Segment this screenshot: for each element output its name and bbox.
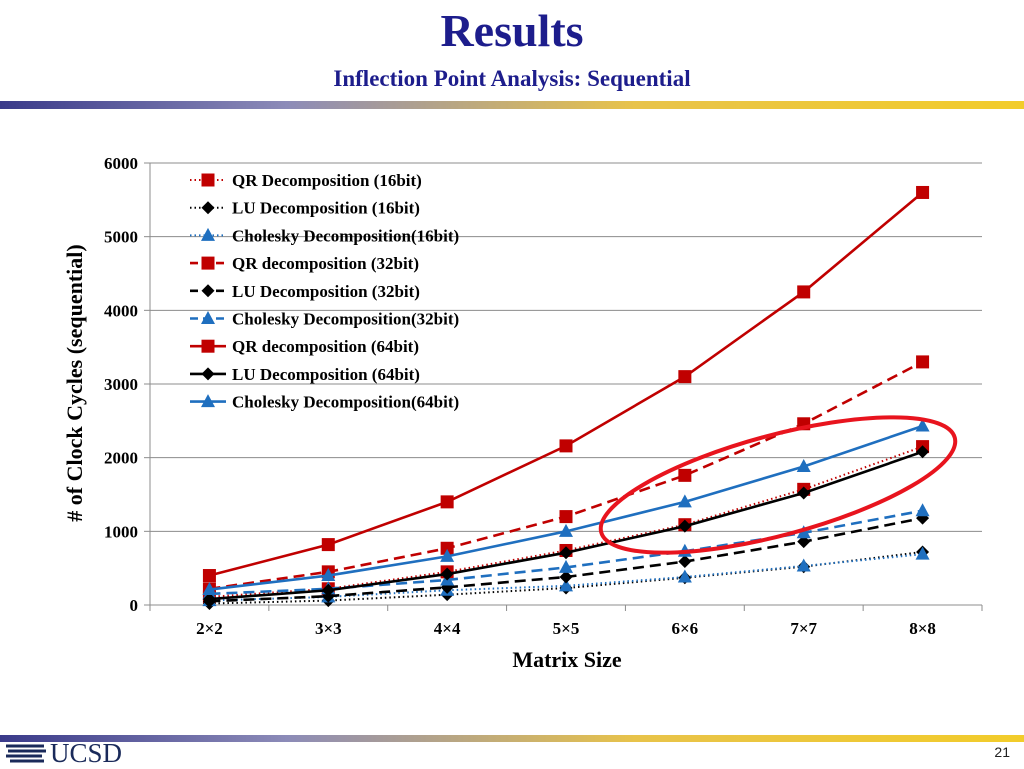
data-point [440, 541, 454, 555]
series-group [202, 185, 930, 583]
data-point [559, 439, 573, 453]
legend-marker [201, 339, 215, 353]
bottom-divider [0, 735, 1024, 742]
legend-label: Cholesky Decomposition(64bit) [232, 393, 459, 412]
data-point [797, 486, 811, 500]
data-point [796, 558, 811, 572]
page-number: 21 [994, 744, 1010, 760]
data-point [440, 548, 455, 562]
legend-marker [201, 284, 215, 298]
data-point [916, 355, 930, 369]
legend-marker [201, 256, 215, 270]
data-point [202, 582, 217, 596]
data-point [677, 494, 692, 508]
legend-marker [201, 367, 215, 381]
logo-text: UCSD [50, 737, 123, 768]
chart-series [202, 185, 930, 611]
y-tick-label: 4000 [104, 301, 138, 320]
data-point [797, 285, 811, 299]
data-point [559, 578, 573, 592]
legend-marker [201, 227, 215, 241]
y-tick-label: 5000 [104, 228, 138, 247]
data-point [677, 569, 692, 583]
top-divider [0, 101, 1024, 109]
legend-marker [201, 173, 215, 187]
y-tick-label: 1000 [104, 522, 138, 541]
series-group [202, 418, 930, 596]
legend-label: Cholesky Decomposition(32bit) [232, 310, 459, 329]
x-tick-label: 4×4 [434, 619, 461, 638]
data-point [915, 418, 930, 432]
data-point [202, 569, 216, 583]
data-point [559, 510, 573, 524]
data-point [202, 592, 216, 606]
series-group [202, 445, 930, 606]
x-tick-label: 7×7 [790, 619, 817, 638]
data-point [559, 523, 573, 537]
y-axis-label: # of Clock Cycles (sequential) [62, 244, 87, 521]
y-tick-label: 2000 [104, 449, 138, 468]
highlight-ellipse [598, 415, 958, 555]
chart-axes: 0 1000 2000 3000 4000 5000 6000 2×2 3×3 4×4 5×5 6×6… [104, 154, 983, 638]
data-point [440, 567, 454, 581]
x-axis-label: Matrix Size [512, 647, 622, 672]
data-point [321, 583, 335, 597]
y-tick-label: 6000 [104, 154, 138, 173]
x-tick-label: 6×6 [672, 619, 699, 638]
y-tick-label: 3000 [104, 375, 138, 394]
slide-title: Results [440, 5, 584, 56]
data-point [559, 559, 573, 573]
x-tick-label: 3×3 [315, 619, 342, 638]
legend-label: QR decomposition (64bit) [232, 337, 419, 356]
legend-marker [201, 394, 215, 408]
ucsd-logo: UCSD [4, 737, 123, 768]
legend-label: LU Decomposition (32bit) [232, 282, 420, 301]
x-tick-label: 5×5 [553, 619, 580, 638]
x-tick-label: 8×8 [909, 619, 936, 638]
data-point [915, 546, 930, 560]
y-tick-label: 0 [130, 596, 139, 615]
chart-grid [150, 162, 982, 532]
data-point [797, 535, 811, 549]
data-point [678, 519, 692, 533]
data-point [915, 503, 930, 517]
legend-marker [201, 311, 215, 324]
data-point [916, 445, 930, 459]
data-point [559, 570, 573, 584]
legend-label: LU Decomposition (64bit) [232, 365, 420, 384]
data-point [796, 459, 811, 473]
data-point [678, 555, 692, 569]
line-chart: 0 1000 2000 3000 4000 5000 6000 2×2 3×3 4×4 5×5 6×6… [62, 154, 983, 672]
data-point [559, 546, 573, 560]
legend-label: LU Decomposition (16bit) [232, 199, 420, 218]
legend-label: Cholesky Decomposition(16bit) [232, 226, 459, 245]
legend-label: QR decomposition (32bit) [232, 254, 419, 273]
data-point [321, 568, 336, 582]
slide-subtitle: Inflection Point Analysis: Sequential [333, 66, 691, 91]
data-point [440, 495, 454, 509]
legend-label: QR Decomposition (16bit) [232, 171, 422, 190]
series-group [202, 355, 930, 596]
trident-icon [6, 744, 46, 763]
data-point [678, 468, 692, 482]
x-tick-label: 2×2 [196, 619, 223, 638]
chart-legend: QR Decomposition (16bit) LU Decomposition… [190, 171, 459, 412]
data-point [916, 185, 930, 199]
legend-marker [201, 201, 215, 215]
data-point [678, 370, 692, 384]
data-point [321, 538, 335, 552]
